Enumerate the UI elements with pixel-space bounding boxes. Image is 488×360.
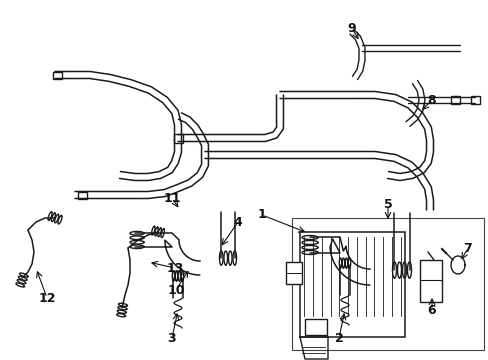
Text: 5: 5 bbox=[383, 198, 391, 211]
Text: 11: 11 bbox=[163, 192, 181, 204]
Text: 2: 2 bbox=[334, 332, 343, 345]
Text: 13: 13 bbox=[166, 261, 183, 274]
Text: 1: 1 bbox=[257, 208, 266, 221]
Bar bbox=[305, 319, 326, 335]
Bar bbox=[173, 134, 182, 143]
Text: 8: 8 bbox=[427, 94, 435, 107]
Text: 3: 3 bbox=[167, 332, 176, 345]
Bar bbox=[52, 72, 61, 78]
Text: 7: 7 bbox=[463, 242, 471, 255]
Text: 4: 4 bbox=[233, 216, 242, 229]
Bar bbox=[299, 232, 404, 337]
Bar bbox=[291, 218, 483, 350]
Bar bbox=[285, 262, 302, 284]
Text: 6: 6 bbox=[427, 303, 435, 316]
Bar bbox=[469, 96, 479, 104]
Bar bbox=[449, 96, 459, 104]
Bar bbox=[419, 260, 441, 302]
Text: 10: 10 bbox=[167, 284, 184, 297]
Text: 9: 9 bbox=[347, 22, 356, 35]
Bar bbox=[77, 192, 86, 198]
Text: 12: 12 bbox=[38, 292, 56, 305]
